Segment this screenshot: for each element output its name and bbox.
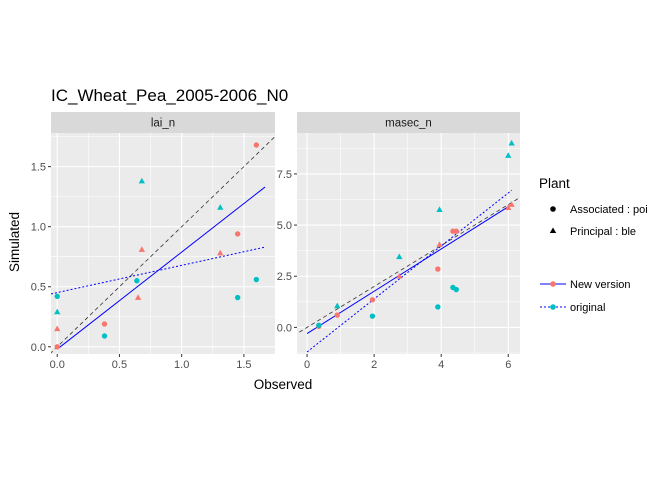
data-point-circle — [101, 321, 108, 327]
strip-label: masec_n — [385, 118, 432, 130]
fit-line-new-version — [306, 204, 512, 334]
fit-line-new-version — [56, 186, 266, 350]
legend: Plant Associated : poi Principal : ble N… — [539, 176, 648, 314]
data-point-triangle — [138, 246, 145, 252]
data-point-triangle — [508, 139, 515, 146]
data-point-triangle — [508, 201, 515, 207]
panel-data-layer — [51, 136, 275, 354]
data-point-circle — [101, 333, 108, 339]
legend-key-new-version-point — [550, 281, 556, 287]
data-point-triangle — [217, 204, 224, 210]
panel-lai-n: lai_n 0.0 0.5 1.0 1.5 0.0 0.5 1.0 1.5 — [31, 112, 275, 371]
data-point-circle — [253, 142, 260, 148]
x-tick-label: 6 — [505, 359, 511, 371]
data-point-triangle — [217, 249, 224, 256]
x-axis-title: Observed — [254, 377, 313, 392]
data-point-circle — [453, 286, 459, 293]
data-point-triangle — [134, 294, 142, 300]
y-tick-label: 0.0 — [277, 322, 292, 334]
legend-label-new-version: New version — [570, 279, 631, 291]
panel-masec-n: masec_n 0 2 4 6 0.0 2.5 5.0 7.5 — [277, 112, 520, 371]
y-tick-label: 1.0 — [31, 222, 46, 234]
data-point-triangle — [396, 272, 403, 279]
data-point-circle — [369, 297, 376, 303]
data-point-triangle — [505, 204, 512, 210]
x-tick-label: 2 — [371, 359, 377, 371]
panel-data-layer — [297, 139, 520, 353]
data-point-triangle — [54, 308, 61, 315]
data-point-circle — [316, 322, 322, 329]
x-tick-label: 0.5 — [112, 359, 127, 371]
x-tick-label: 0 — [304, 359, 310, 371]
data-point-circle — [253, 276, 260, 283]
y-tick-label: 1.5 — [31, 162, 46, 174]
data-point-circle — [453, 228, 459, 234]
data-point-circle — [334, 312, 340, 318]
identity-line — [297, 196, 520, 335]
panel-background — [297, 133, 520, 354]
legend-label-original: original — [570, 302, 605, 314]
legend-key-original-point — [550, 304, 556, 310]
data-point-triangle — [334, 302, 341, 309]
data-point-circle — [54, 293, 60, 300]
x-tick-label: 1.0 — [174, 359, 189, 371]
strip-background — [51, 112, 275, 133]
data-point-circle — [435, 304, 441, 310]
data-point-circle — [369, 313, 376, 319]
y-axis-title: Simulated — [7, 212, 22, 272]
legend-key-circle-icon — [550, 206, 556, 212]
x-tick-label: 1.5 — [236, 359, 251, 371]
fit-line-original — [51, 246, 266, 295]
data-point-circle — [234, 231, 241, 237]
y-tick-label: 2.5 — [277, 271, 292, 283]
data-point-triangle — [505, 152, 512, 158]
strip-background — [297, 112, 520, 133]
data-point-triangle — [138, 177, 145, 184]
y-tick-label: 7.5 — [277, 169, 292, 181]
legend-key-triangle-icon — [549, 227, 557, 233]
y-tick-label: 0.5 — [31, 282, 46, 294]
strip-label: lai_n — [151, 118, 175, 130]
legend-label-principal: Principal : ble — [570, 226, 636, 238]
data-point-circle — [234, 294, 241, 301]
data-point-triangle — [436, 206, 443, 213]
data-point-triangle — [436, 241, 443, 247]
y-tick-label: 5.0 — [277, 220, 292, 232]
legend-title: Plant — [539, 176, 570, 191]
legend-label-associated: Associated : poi — [570, 204, 648, 216]
data-point-circle — [435, 266, 441, 272]
x-tick-label: 4 — [438, 359, 444, 371]
data-point-circle — [134, 278, 140, 284]
chart-title: IC_Wheat_Pea_2005-2006_N0 — [51, 86, 288, 105]
data-point-circle — [54, 344, 60, 350]
data-point-triangle — [54, 325, 61, 332]
x-tick-label: 0.0 — [50, 359, 65, 371]
y-tick-label: 0.0 — [31, 342, 46, 354]
fit-line-original — [306, 189, 512, 353]
data-point-triangle — [396, 253, 403, 260]
